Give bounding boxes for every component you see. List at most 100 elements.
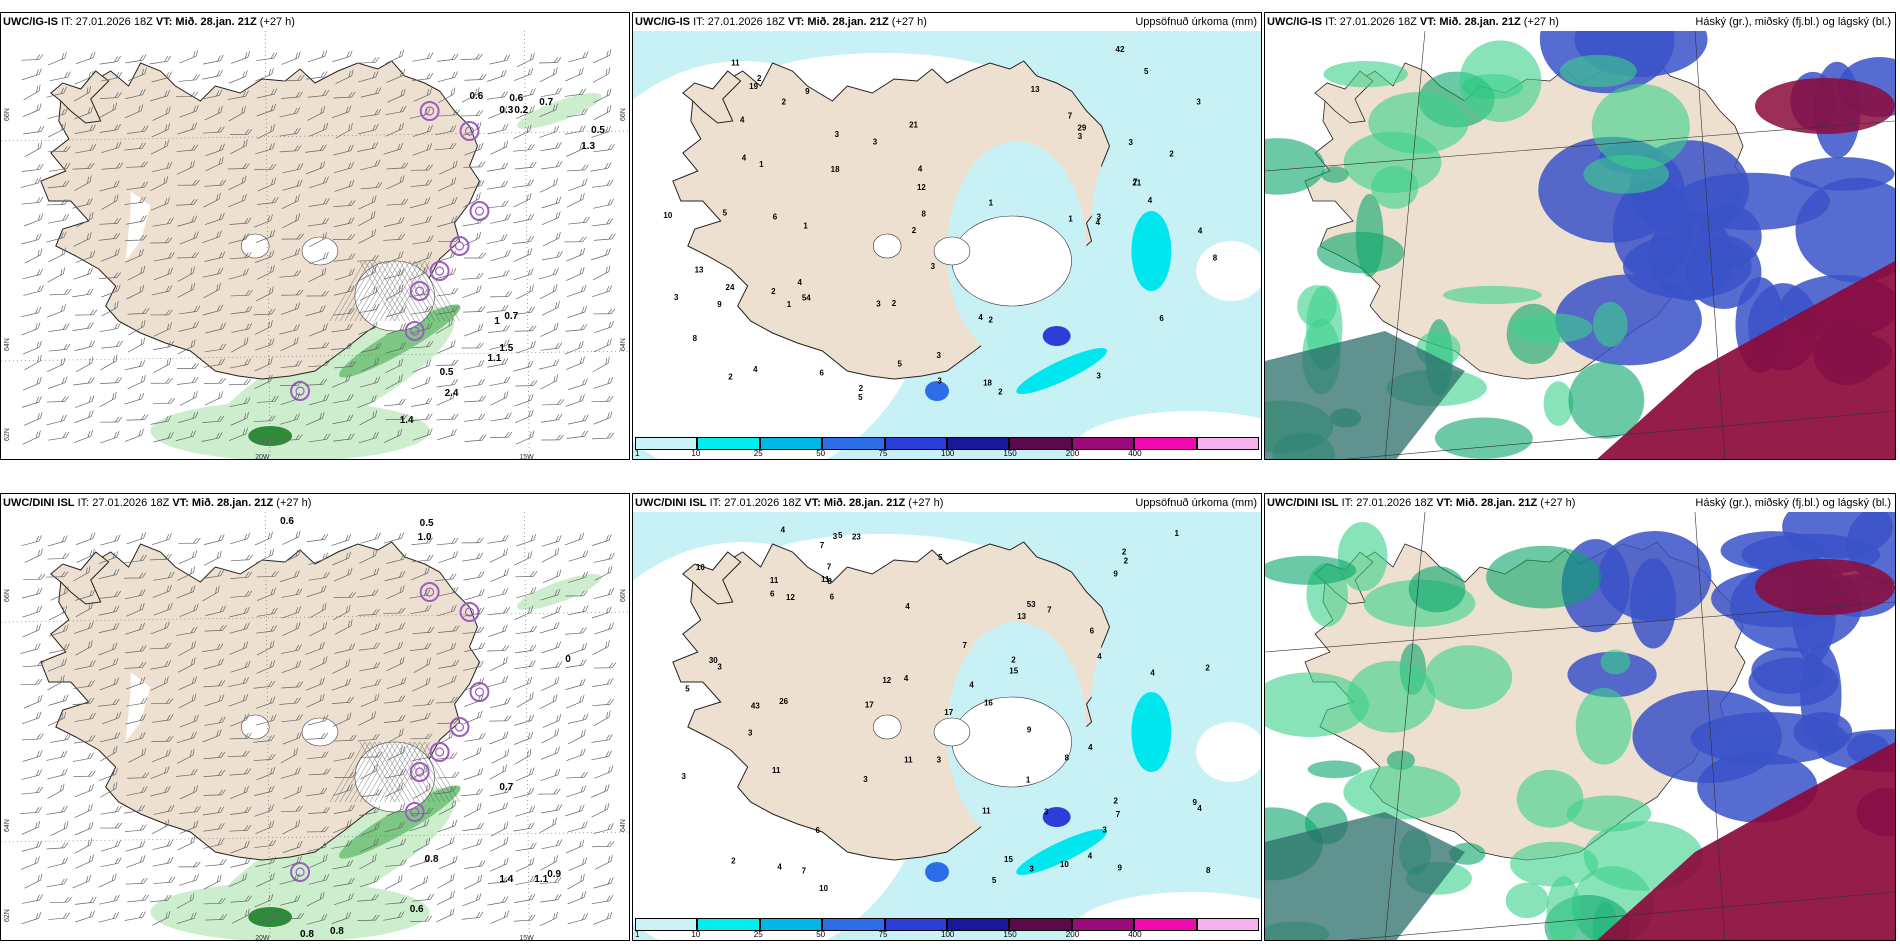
wind-barb [124,662,147,669]
wind-barb [591,218,614,227]
high-cloud [1591,83,1690,170]
colorbar-tick: 100 [941,930,955,939]
wind-barb [410,604,432,615]
wind-barb [464,395,487,403]
wind-barb [332,859,354,870]
wind-barb [99,677,119,691]
wind-barb [126,532,147,545]
wind-barb [279,697,301,705]
high-cloud [1592,301,1628,347]
wind-barb [150,377,173,384]
precip-value: 26 [779,697,788,706]
wind-barb [48,343,71,352]
wind-barb [24,548,43,563]
wind-barb [309,602,327,619]
wind-barb [179,305,201,315]
field-value: 0.7 [539,97,553,108]
precip-value: 5 [858,393,863,402]
colorbar-tick: 50 [816,930,826,939]
wind-barb [177,282,196,298]
wind-barb [47,675,65,691]
wind-barb [231,323,253,333]
high-cloud [1566,795,1652,832]
wind-barb [256,640,275,656]
precip-value: 5 [898,360,903,369]
colorbar-swatch [759,437,823,450]
precip-value: 2 [757,74,762,83]
coord-label: 66N [620,589,627,602]
wind-barb [74,175,92,191]
wind-barb [384,622,406,634]
wind-barb [308,176,329,189]
wind-barb [565,839,585,854]
wind-barb [356,255,379,262]
coord-label: 15W [519,454,534,460]
wind-barb [228,677,249,688]
wind-barb [72,697,95,705]
wind-barb [75,589,96,601]
low-cloud [1755,559,1895,615]
wind-barb [513,213,535,224]
precip-value: 4 [1148,196,1153,205]
wind-barb [24,213,44,227]
wind-barb [305,305,326,317]
wind-barb [515,875,537,885]
wind-barb [230,139,248,155]
wind-barb [436,53,459,62]
wind-barb [539,125,560,138]
wind-barb [438,799,457,815]
wind-barb [487,896,509,906]
precip-contour [429,261,450,281]
wind-barb [333,752,355,762]
hatch-line [354,741,390,803]
hatch-line [364,741,400,803]
wind-barb [332,414,354,425]
precip-contour [425,106,435,116]
wind-barb [513,268,534,281]
wind-barb [593,88,612,103]
wind-barb [176,912,197,925]
wind-barb [437,71,458,83]
wind-barb [23,694,43,709]
wind-barb [383,715,406,723]
colorbar-swatch [1134,918,1197,931]
wind-barb [593,911,613,925]
wind-barb [488,624,508,638]
wind-barb [306,290,330,297]
precip-value: 2 [1011,655,1016,664]
wind-barb [592,698,614,707]
wind-barb [487,645,510,652]
wind-barb [203,658,224,670]
wind-barb [149,642,172,650]
westfjords-land [682,70,742,124]
coord-label: 20W [255,935,270,941]
wind-barb [125,234,148,241]
wind-barb [514,731,534,745]
wind-barb [306,693,325,708]
wind-barb [490,412,512,422]
wind-barb [565,142,585,157]
wind-barb [50,821,69,836]
wind-barb [539,817,557,834]
wind-barb [489,697,511,709]
wind-map: 66N 64N 62N 66N 64N 20W 15W 0.6 0.5 1.0 0 0.7 0.8 1.4… [1,512,629,941]
wind-barb [74,70,94,85]
wind-barb [306,891,325,907]
wind-barb [228,233,249,244]
precip-value: 4 [1198,226,1203,235]
wind-barb [515,571,538,578]
wind-barb [98,912,120,923]
precip-contour [410,807,420,817]
wind-barb [72,874,92,889]
wind-barb [490,390,509,406]
wind-barb [331,105,352,119]
wind-barb [48,912,70,920]
wind-barb [47,51,67,66]
high-cloud [1307,760,1362,779]
precip-value: 9 [1117,863,1122,872]
wind-barb [228,105,246,122]
precip-value: 5 [992,876,997,885]
wind-barb [412,751,434,761]
wind-barb [385,323,406,335]
hatch-line [384,741,420,803]
